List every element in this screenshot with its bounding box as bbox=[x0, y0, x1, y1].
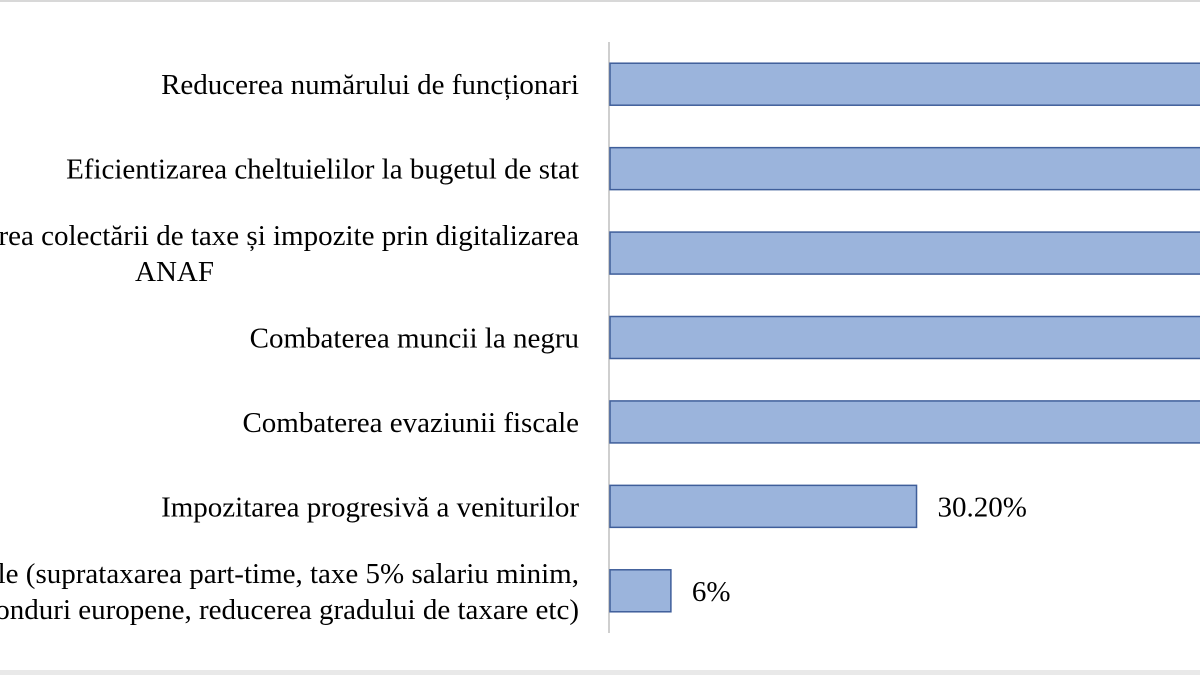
value-label-6: 6% bbox=[692, 576, 731, 608]
category-label-2: Creșterea colectării de taxe și impozite… bbox=[0, 220, 579, 288]
bar-1 bbox=[609, 146, 1200, 191]
top-border bbox=[0, 0, 1200, 2]
bar-3 bbox=[609, 315, 1200, 360]
value-label-5: 30.20% bbox=[938, 491, 1027, 523]
category-label-1: Eficientizarea cheltuielilor la bugetul … bbox=[66, 154, 579, 186]
category-label-6-line-1: fonduri europene, reducerea gradului de … bbox=[0, 594, 579, 626]
category-label-5: Impozitarea progresivă a veniturilor bbox=[161, 491, 579, 523]
category-label-6-line-0: Altele (suprataxarea part-time, taxe 5% … bbox=[0, 558, 579, 590]
category-label-0: Reducerea numărului de funcționari bbox=[161, 69, 579, 101]
category-label-1-line-0: Eficientizarea cheltuielilor la bugetul … bbox=[66, 154, 579, 186]
category-label-3-line-0: Combaterea muncii la negru bbox=[250, 323, 579, 355]
bar-5 bbox=[609, 484, 918, 529]
category-label-0-line-0: Reducerea numărului de funcționari bbox=[161, 69, 579, 101]
category-label-2-line-1: ANAF bbox=[135, 256, 214, 288]
category-label-4: Combaterea evaziunii fiscale bbox=[242, 407, 579, 439]
bar-0 bbox=[609, 62, 1200, 106]
bottom-border bbox=[0, 670, 1200, 675]
bar-2 bbox=[609, 231, 1200, 275]
category-label-5-line-0: Impozitarea progresivă a veniturilor bbox=[161, 491, 579, 523]
category-label-4-line-0: Combaterea evaziunii fiscale bbox=[242, 407, 579, 439]
category-label-3: Combaterea muncii la negru bbox=[250, 323, 579, 355]
bar-6 bbox=[609, 569, 672, 613]
category-label-2-line-0: Creșterea colectării de taxe și impozite… bbox=[0, 220, 579, 252]
category-label-6: Altele (suprataxarea part-time, taxe 5% … bbox=[0, 558, 579, 626]
bar-4 bbox=[609, 400, 1200, 444]
